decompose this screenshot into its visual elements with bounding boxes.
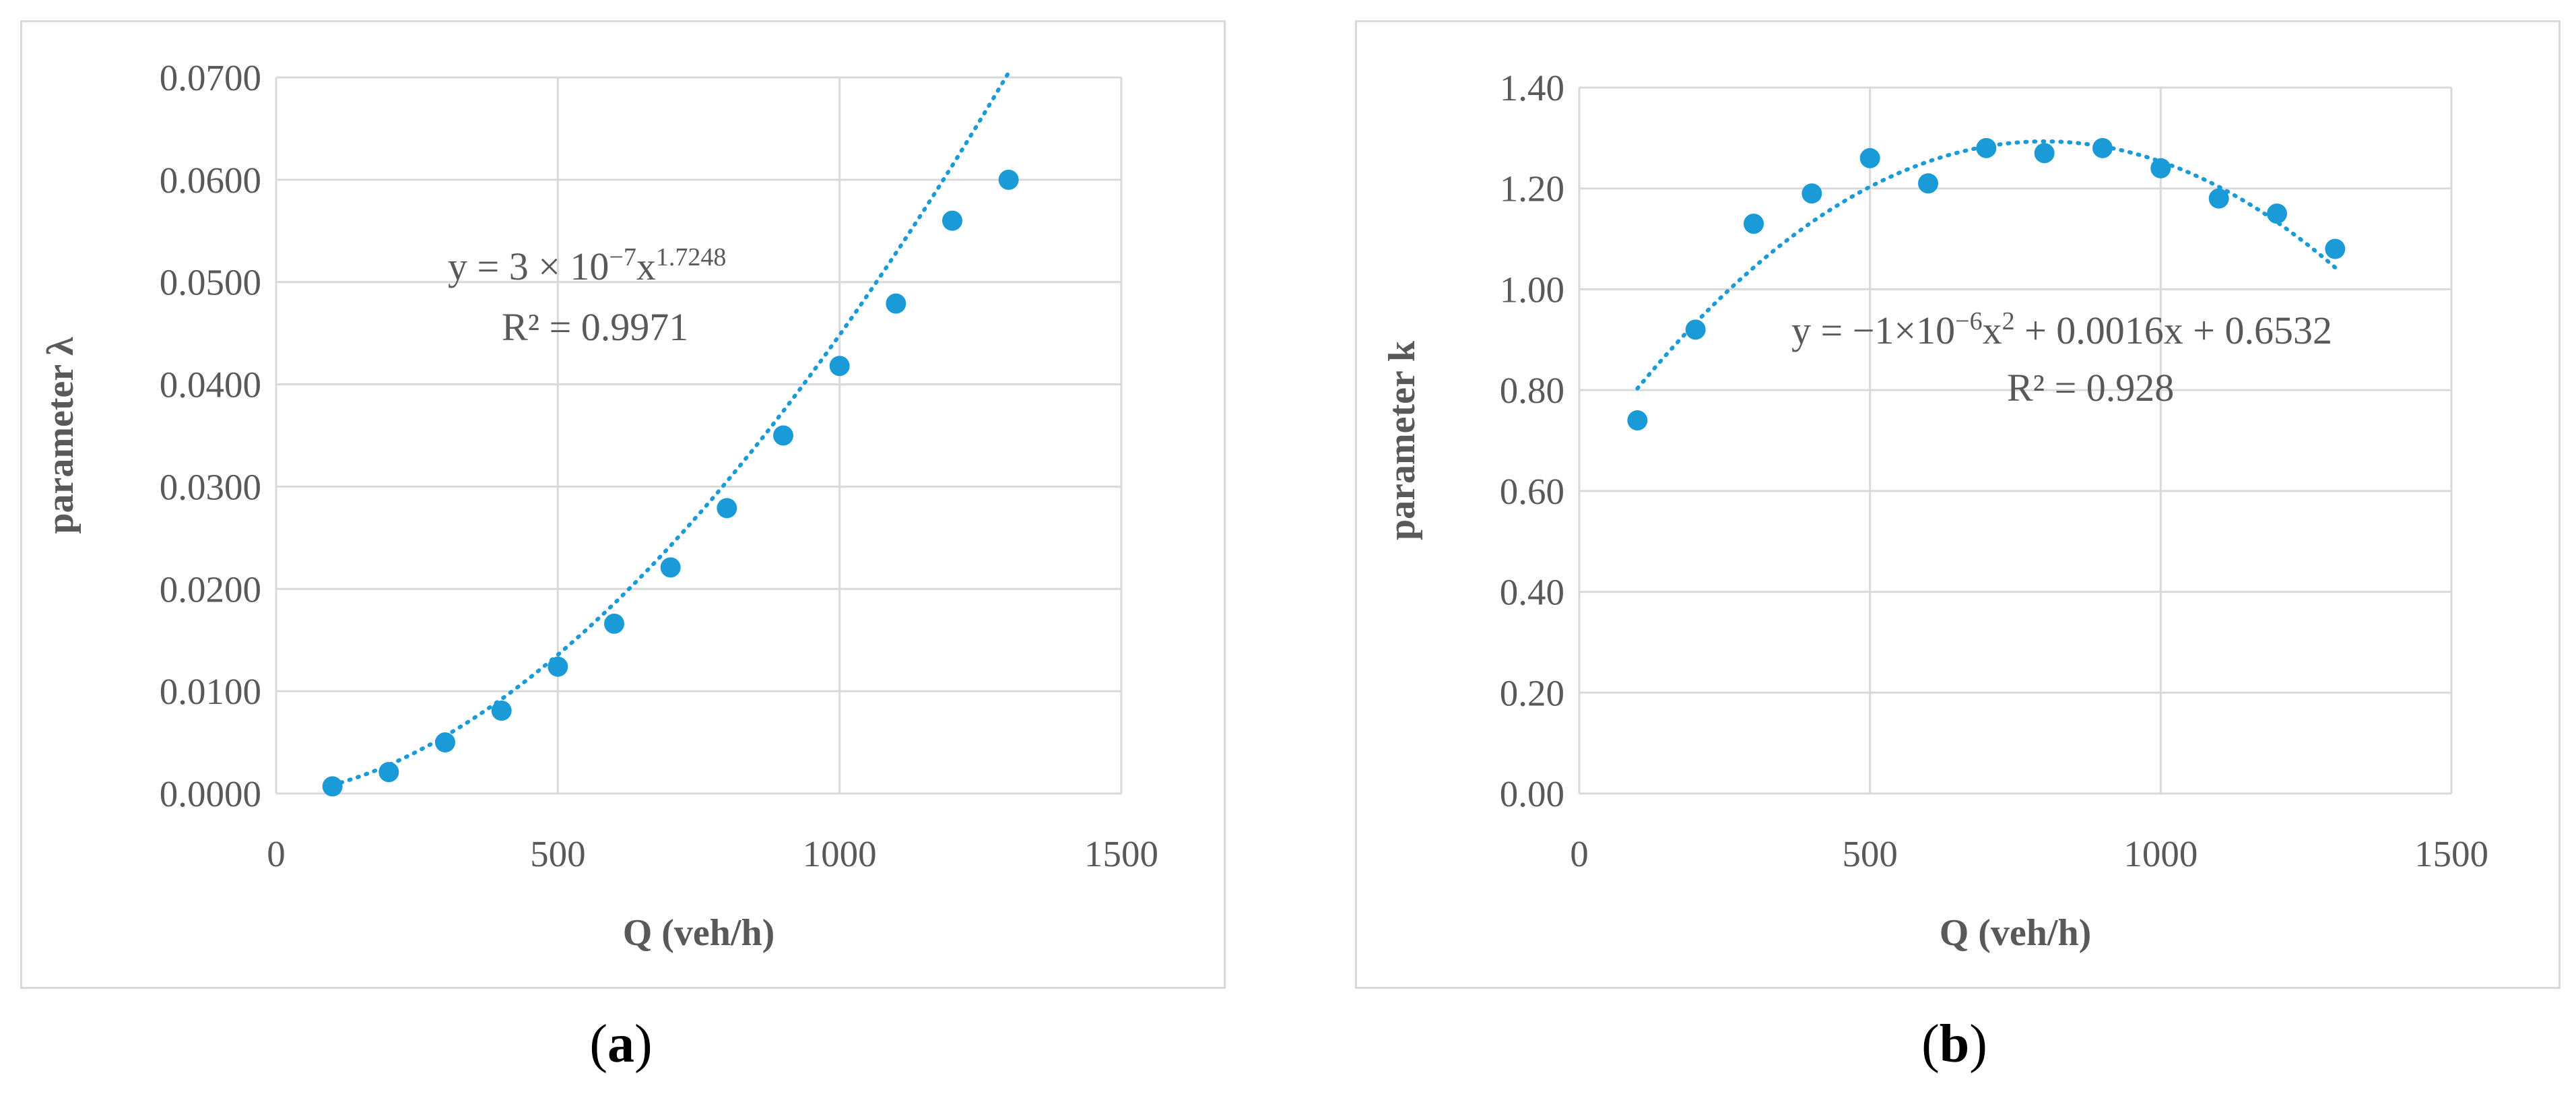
y-tick-label: 0.60	[1500, 471, 1564, 512]
data-point	[998, 169, 1019, 190]
equation-superscript: −6	[1955, 307, 1982, 335]
trendline-r2: R² = 0.928	[2007, 366, 2174, 410]
equation-text: + 0.0016x + 0.6532	[2015, 309, 2332, 352]
data-point	[829, 356, 850, 377]
y-tick-label: 0.0700	[160, 57, 261, 98]
y-tick-label: 0.0100	[160, 671, 261, 712]
y-tick-label: 0.0000	[160, 773, 261, 814]
y-tick-label: 0.0200	[160, 569, 261, 610]
data-point	[717, 498, 737, 519]
panel-caption-a-letter: a	[607, 1014, 634, 1074]
panel-caption-b: (b)	[1921, 1014, 1987, 1074]
chart-panel-a	[20, 20, 1226, 989]
data-point	[660, 557, 681, 578]
equation-superscript: 1.7248	[656, 243, 727, 271]
equation-superscript: 2	[2002, 307, 2015, 335]
data-point	[1976, 137, 1997, 158]
trendline-r2: R² = 0.9971	[502, 305, 688, 349]
data-point	[378, 762, 399, 783]
y-tick-label: 0.0500	[160, 262, 261, 303]
data-point	[2092, 137, 2113, 158]
y-axis-title: parameter k	[1381, 340, 1423, 540]
data-point	[1802, 183, 1822, 204]
y-tick-label: 0.00	[1500, 773, 1564, 814]
trendline-equation: y = 3 × 10−7x1.7248	[448, 243, 726, 288]
data-point	[1859, 148, 1880, 168]
data-point	[1918, 173, 1938, 194]
equation-text: y = −1×10	[1791, 309, 1955, 352]
data-point	[491, 700, 512, 721]
data-point	[773, 425, 793, 446]
data-point	[1685, 319, 1706, 340]
trendline-polynomial	[1635, 139, 2338, 391]
chart-b: 0.00 0.20 0.40 0.60 0.80 1.00 1.20 1.40 0 500 1000…	[1381, 67, 2488, 954]
x-tick-label: 500	[530, 833, 586, 874]
equation-text: x	[1983, 309, 2002, 352]
chart-panel-b	[1355, 20, 2561, 989]
data-point	[886, 293, 906, 314]
y-tick-label: 1.40	[1500, 67, 1564, 108]
y-tick-label: 0.0300	[160, 466, 261, 507]
x-axis-title: Q (veh/h)	[623, 912, 775, 954]
data-point	[435, 732, 455, 753]
x-tick-label: 1500	[2414, 833, 2488, 874]
data-point	[2267, 203, 2287, 224]
data-point	[604, 613, 624, 634]
chart-a: 0.0000 0.0100 0.0200 0.0300 0.0400 0.0500 0.06…	[40, 57, 1158, 954]
trendline-equation: y = −1×10−6x2 + 0.0016x + 0.6532	[1791, 307, 2332, 352]
equation-superscript: −7	[609, 243, 636, 271]
x-tick-label: 500	[1842, 833, 1898, 874]
data-point	[1627, 410, 1648, 431]
data-point	[942, 210, 962, 231]
x-tick-label: 1000	[2123, 833, 2198, 874]
x-tick-label: 1500	[1084, 833, 1158, 874]
y-tick-label: 1.20	[1500, 168, 1564, 209]
data-point	[2150, 158, 2171, 179]
data-point	[2208, 188, 2229, 209]
data-point	[2034, 143, 2055, 164]
data-point	[322, 776, 343, 797]
data-point	[1744, 214, 1764, 234]
panel-caption-b-letter: b	[1939, 1014, 1970, 1074]
y-tick-label: 0.40	[1500, 572, 1564, 613]
y-tick-label: 0.0400	[160, 364, 261, 406]
data-point	[2325, 238, 2346, 259]
equation-text: y = 3 × 10	[448, 245, 609, 288]
y-axis-title: parameter λ	[40, 337, 81, 534]
equation-text: x	[636, 245, 656, 288]
panel-caption-a: (a)	[589, 1014, 653, 1074]
y-tick-label: 0.0600	[160, 160, 261, 201]
y-tick-label: 1.00	[1500, 269, 1564, 310]
y-tick-label: 0.20	[1500, 672, 1564, 713]
x-tick-label: 1000	[803, 833, 877, 874]
x-tick-label: 0	[267, 833, 286, 874]
x-axis-title: Q (veh/h)	[1940, 912, 2092, 954]
y-tick-label: 0.80	[1500, 370, 1564, 411]
data-point	[548, 656, 568, 677]
x-tick-label: 0	[1570, 833, 1589, 874]
